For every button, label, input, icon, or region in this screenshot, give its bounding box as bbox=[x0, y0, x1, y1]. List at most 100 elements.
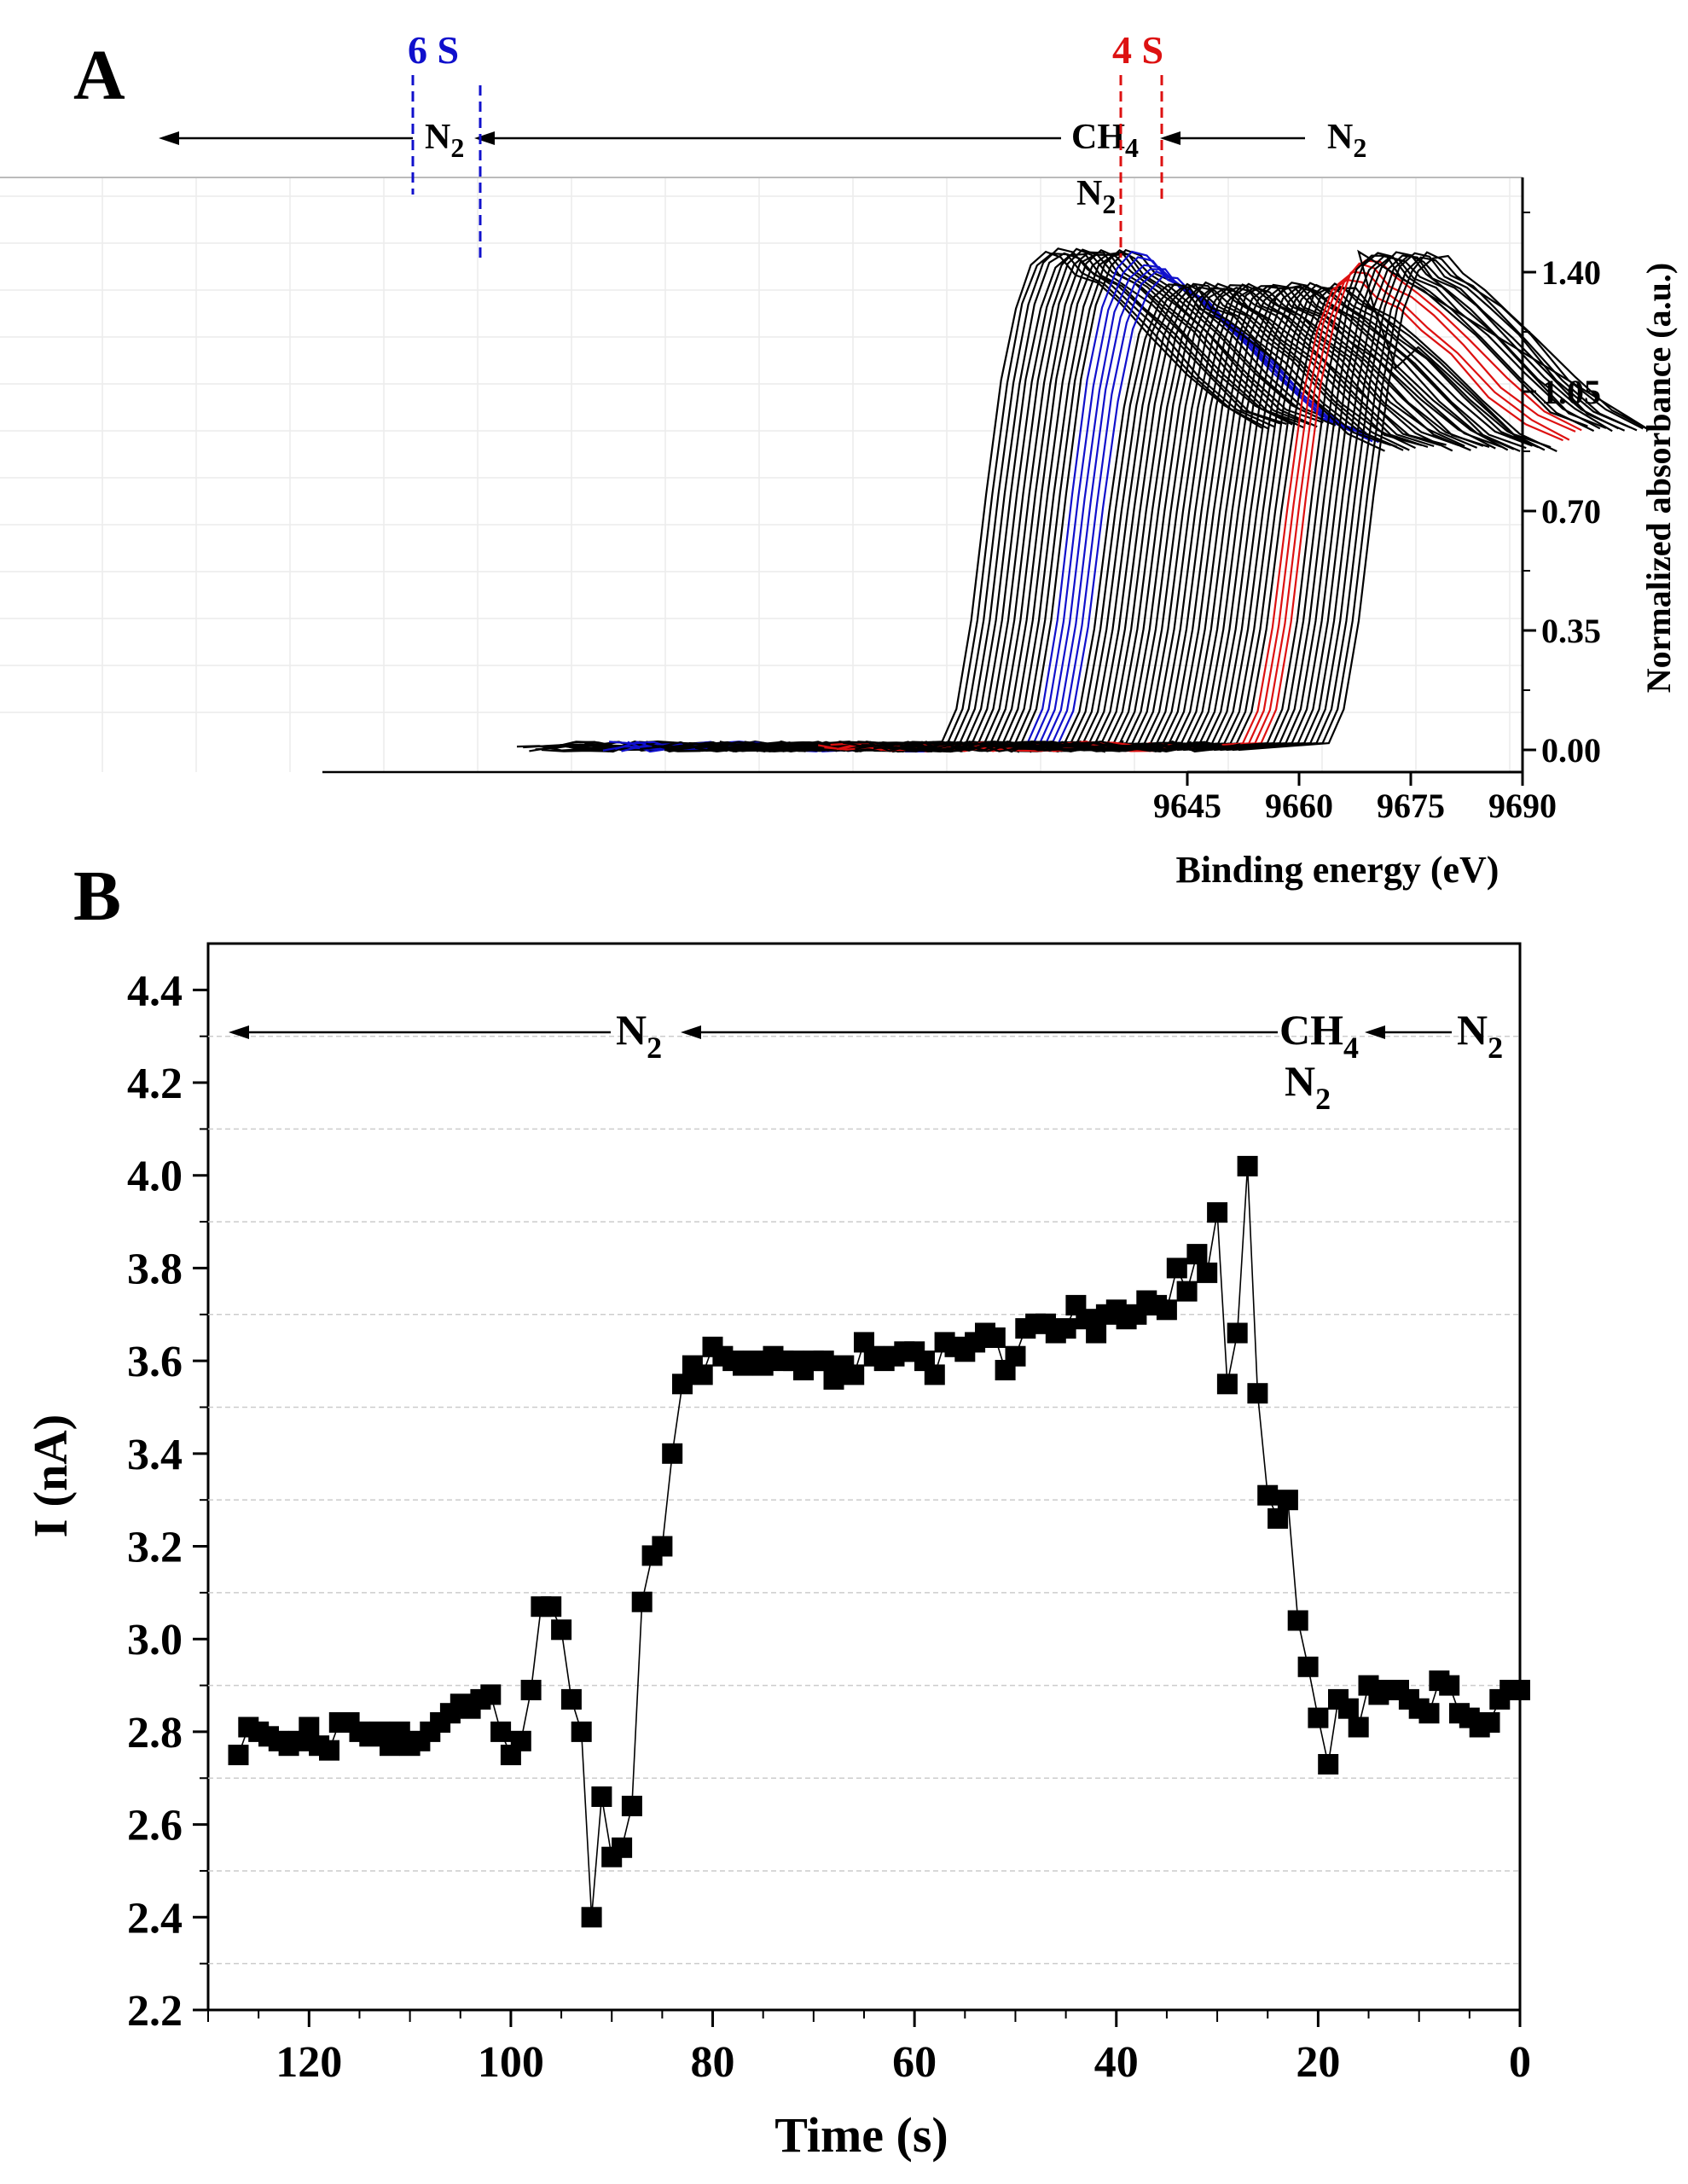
panel-b: B 2.2 2.4 2.6 2.8 3.0 3.2 3.4 3.6 3.8 4.0 4.2 4.4 1… bbox=[25, 857, 1531, 2163]
b-x-tick-label: 40 bbox=[1094, 2038, 1139, 2087]
b-x-tick-label: 20 bbox=[1296, 2038, 1340, 2087]
spectrum-line bbox=[541, 253, 1287, 752]
data-point bbox=[1086, 1322, 1107, 1344]
data-point bbox=[1267, 1507, 1289, 1529]
data-point bbox=[319, 1740, 339, 1761]
data-point bbox=[844, 1364, 865, 1385]
panel-b-label: B bbox=[73, 857, 121, 936]
a-y-tick-label: 1.40 bbox=[1541, 253, 1601, 292]
b-y-tick-label: 4.4 bbox=[127, 967, 183, 1015]
b-y-tick-label: 2.6 bbox=[127, 1802, 183, 1850]
a-label-6s: 6 S bbox=[408, 28, 459, 72]
data-point bbox=[1247, 1383, 1268, 1404]
data-point bbox=[490, 1721, 512, 1742]
panel-a: A 0.00 0.35 0.70 1.05 1.40 Normalized absorb… bbox=[0, 28, 1678, 891]
a-y-tick-label: 0.70 bbox=[1541, 492, 1601, 531]
spectrum-line bbox=[750, 286, 1496, 752]
data-point bbox=[612, 1837, 633, 1858]
data-point bbox=[1216, 1374, 1238, 1395]
series-line bbox=[237, 1165, 1520, 1918]
panel-b-data bbox=[228, 1155, 1530, 1928]
b-x-tick-label: 60 bbox=[892, 2038, 937, 2087]
b-x-tick-label: 80 bbox=[691, 2038, 735, 2087]
data-point bbox=[1348, 1716, 1369, 1738]
data-point bbox=[1318, 1754, 1339, 1774]
spectrum-line bbox=[578, 251, 1324, 752]
a-x-tick-label: 9690 bbox=[1488, 787, 1557, 825]
data-point bbox=[1166, 1258, 1187, 1279]
panel-a-spectra bbox=[516, 247, 1650, 753]
b-x-tick-label: 0 bbox=[1509, 2038, 1531, 2087]
data-point bbox=[621, 1795, 642, 1816]
data-point bbox=[1479, 1712, 1500, 1733]
data-point bbox=[1227, 1322, 1248, 1344]
a-label-n2-below-ch4: N2 bbox=[1076, 174, 1116, 219]
panel-a-y-ticks: 0.00 0.35 0.70 1.05 1.40 bbox=[1523, 212, 1601, 770]
data-point bbox=[581, 1907, 602, 1928]
panel-a-x-axis-label: Binding energy (eV) bbox=[1176, 849, 1499, 891]
panel-a-gas-annotations: N2 CH4 N2 N2 6 S 4 S bbox=[159, 28, 1366, 258]
data-point bbox=[541, 1596, 562, 1618]
b-label-n2-right: N2 bbox=[1457, 1006, 1503, 1065]
data-point bbox=[924, 1364, 945, 1385]
panel-b-y-ticks: 2.2 2.4 2.6 2.8 3.0 3.2 3.4 3.6 3.8 4.0 4.2 4.4 bbox=[127, 967, 208, 2036]
data-point bbox=[1055, 1318, 1076, 1339]
spectrum-line bbox=[904, 249, 1650, 753]
a-label-ch4: CH4 bbox=[1071, 118, 1139, 163]
a-label-n2-right: N2 bbox=[1327, 118, 1366, 163]
b-y-tick-label: 3.6 bbox=[127, 1338, 183, 1386]
b-label-ch4: CH4 bbox=[1279, 1006, 1359, 1065]
b-y-tick-label: 3.0 bbox=[127, 1616, 183, 1664]
data-point bbox=[1237, 1155, 1258, 1176]
spectrum-line bbox=[566, 253, 1312, 752]
data-point bbox=[1197, 1262, 1218, 1283]
data-point bbox=[1257, 1484, 1279, 1506]
data-point bbox=[984, 1327, 1006, 1348]
data-point bbox=[299, 1716, 320, 1738]
data-point bbox=[1337, 1698, 1359, 1719]
b-x-tick-label: 120 bbox=[276, 2038, 342, 2087]
b-y-tick-label: 2.2 bbox=[127, 1987, 183, 2036]
b-x-tick-label: 100 bbox=[478, 2038, 544, 2087]
data-point bbox=[1176, 1281, 1198, 1302]
a-x-tick-label: 9660 bbox=[1265, 787, 1333, 825]
b-y-tick-label: 4.2 bbox=[127, 1060, 183, 1108]
panel-b-gas-annotations: N2 CH4 N2 N2 bbox=[229, 1006, 1503, 1116]
b-label-n2-mid: N2 bbox=[616, 1006, 662, 1065]
a-label-4s: 4 S bbox=[1112, 28, 1163, 72]
data-point bbox=[480, 1684, 502, 1705]
b-arrowhead-mid bbox=[681, 1025, 701, 1039]
b-y-tick-label: 3.4 bbox=[127, 1431, 183, 1479]
data-point bbox=[1186, 1244, 1208, 1265]
b-y-tick-label: 2.8 bbox=[127, 1709, 183, 1757]
data-point bbox=[551, 1619, 572, 1641]
data-point bbox=[1207, 1202, 1228, 1223]
b-y-tick-label: 3.2 bbox=[127, 1524, 183, 1572]
data-point bbox=[228, 1745, 249, 1766]
data-point bbox=[1287, 1610, 1308, 1631]
data-point bbox=[1277, 1490, 1298, 1511]
data-point bbox=[1308, 1707, 1329, 1728]
a-arrowhead-right bbox=[1160, 131, 1180, 145]
b-label-n2-below: N2 bbox=[1285, 1057, 1331, 1116]
panel-a-grid bbox=[0, 177, 1523, 772]
panel-b-x-ticks: 120 100 80 60 40 20 0 bbox=[207, 2010, 1531, 2087]
a-arrowhead-mid bbox=[474, 131, 495, 145]
b-y-tick-label: 2.4 bbox=[127, 1894, 183, 1943]
a-x-tick-label: 9675 bbox=[1377, 787, 1445, 825]
data-point bbox=[1156, 1299, 1177, 1321]
a-y-tick-label: 0.35 bbox=[1541, 612, 1601, 650]
data-point bbox=[510, 1730, 531, 1751]
data-point bbox=[631, 1591, 653, 1612]
data-point bbox=[591, 1786, 612, 1807]
a-arrowhead-left bbox=[159, 131, 179, 145]
data-point bbox=[1005, 1345, 1026, 1367]
a-x-tick-label: 9645 bbox=[1153, 787, 1221, 825]
a-y-tick-label: 0.00 bbox=[1541, 731, 1601, 770]
data-point bbox=[571, 1721, 592, 1742]
data-point bbox=[672, 1374, 693, 1395]
a-y-tick-label: 1.05 bbox=[1541, 373, 1601, 411]
b-y-tick-label: 4.0 bbox=[127, 1153, 183, 1201]
panel-a-x-ticks: 9645 9660 9675 9690 bbox=[1153, 772, 1557, 825]
